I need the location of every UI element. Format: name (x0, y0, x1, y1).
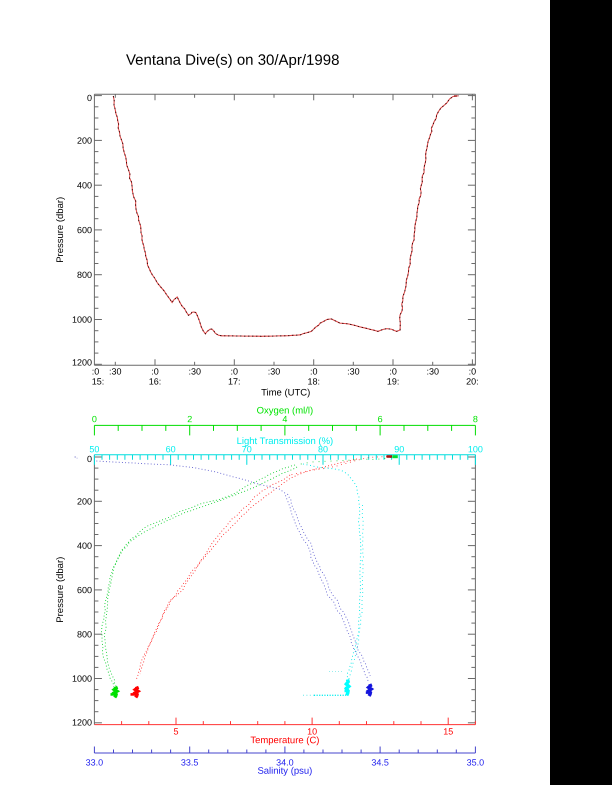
svg-text::30: :30 (109, 366, 122, 376)
svg-text:400: 400 (77, 180, 92, 190)
svg-text:200: 200 (77, 496, 92, 506)
svg-text:1200: 1200 (72, 717, 92, 727)
svg-text::0: :0 (151, 366, 159, 376)
svg-text:800: 800 (77, 629, 92, 639)
svg-text:1000: 1000 (72, 674, 92, 684)
svg-text:Temperature (C): Temperature (C) (250, 735, 319, 746)
svg-text:100: 100 (468, 444, 483, 454)
svg-text::30: :30 (268, 366, 281, 376)
svg-text::0: :0 (389, 366, 397, 376)
svg-text:Pressure (dbar): Pressure (dbar) (55, 197, 66, 263)
svg-text::30: :30 (347, 366, 360, 376)
svg-text:600: 600 (77, 585, 92, 595)
svg-text:19:: 19: (387, 376, 400, 386)
svg-text:0: 0 (87, 454, 92, 464)
svg-text:80: 80 (318, 444, 328, 454)
svg-text::0: :0 (310, 366, 318, 376)
svg-text:18:: 18: (307, 376, 320, 386)
svg-text:400: 400 (77, 541, 92, 551)
svg-text:0: 0 (87, 93, 92, 103)
svg-text:70: 70 (242, 444, 252, 454)
svg-text:Pressure (dbar): Pressure (dbar) (55, 557, 66, 623)
svg-text:Light Transmission (%): Light Transmission (%) (237, 436, 334, 447)
svg-text:50: 50 (89, 444, 99, 454)
svg-text:33.5: 33.5 (181, 757, 199, 767)
svg-text:4: 4 (282, 414, 287, 424)
svg-text:Salinity (psu): Salinity (psu) (257, 766, 312, 777)
svg-text:16:: 16: (149, 376, 162, 386)
svg-text:17:: 17: (228, 376, 241, 386)
svg-text:Time (UTC): Time (UTC) (261, 387, 310, 398)
svg-text:Ventana Dive(s) on 30/Apr/1998: Ventana Dive(s) on 30/Apr/1998 (126, 52, 339, 69)
svg-text:34.0: 34.0 (276, 757, 294, 767)
svg-text:600: 600 (77, 225, 92, 235)
svg-text:0: 0 (92, 414, 97, 424)
svg-text:Oxygen (ml/l): Oxygen (ml/l) (257, 405, 313, 416)
svg-text:2: 2 (187, 414, 192, 424)
svg-text:20:: 20: (466, 376, 479, 386)
svg-text:800: 800 (77, 270, 92, 280)
svg-text:90: 90 (394, 444, 404, 454)
svg-text::0: :0 (231, 366, 239, 376)
svg-text::0: :0 (469, 366, 477, 376)
svg-text:33.0: 33.0 (86, 757, 104, 767)
svg-text:10: 10 (307, 726, 317, 736)
svg-text::0: :0 (92, 366, 100, 376)
svg-text::30: :30 (426, 366, 439, 376)
svg-text:34.5: 34.5 (371, 757, 389, 767)
svg-text:60: 60 (166, 444, 176, 454)
svg-text::30: :30 (188, 366, 201, 376)
svg-text:15: 15 (443, 726, 453, 736)
svg-text:5: 5 (173, 726, 178, 736)
svg-text:1000: 1000 (72, 315, 92, 325)
svg-text:200: 200 (77, 136, 92, 146)
svg-text:6: 6 (378, 414, 383, 424)
svg-text:8: 8 (473, 414, 478, 424)
svg-text:15:: 15: (92, 376, 105, 386)
svg-text:35.0: 35.0 (467, 757, 485, 767)
svg-text:1200: 1200 (72, 357, 92, 367)
